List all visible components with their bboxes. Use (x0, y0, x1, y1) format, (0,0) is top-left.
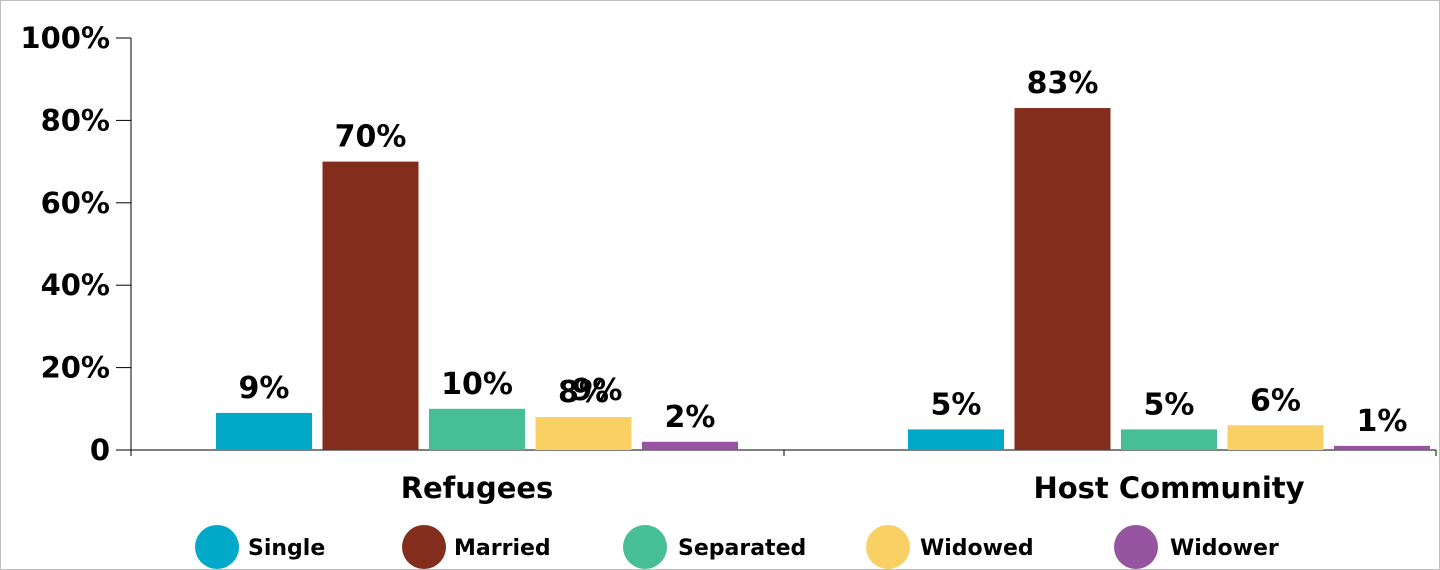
legend-swatch (866, 525, 910, 569)
data-label: 9% (572, 373, 623, 408)
legend-label: Widowed (920, 536, 1034, 561)
category-label: Refugees (401, 471, 554, 505)
bar-widowed-host-community (1227, 425, 1324, 450)
y-tick-label: 40% (41, 268, 110, 302)
bar-widowed-refugees (535, 417, 632, 450)
category-label: Host Community (1033, 471, 1304, 505)
bar-widower-refugees (642, 441, 738, 450)
legend-item-separated: Separated (623, 525, 806, 569)
data-label: 1% (1357, 404, 1408, 439)
bars (216, 108, 1430, 450)
data-label: 9% (239, 371, 290, 406)
legend-swatch (623, 525, 667, 569)
bar-separated-host-community (1121, 429, 1217, 450)
x-axis (130, 449, 1437, 456)
legend-label: Widower (1170, 536, 1279, 561)
bar-widower-host-community (1334, 445, 1430, 450)
data-labels: 9% 70% 10% 8% 2% 5% 83% 5% 6% 1% 9% (239, 66, 1408, 439)
bar-separated-refugees (429, 408, 525, 450)
bar-single-host-community (908, 429, 1004, 450)
data-label: 8% (558, 375, 609, 410)
bar-married-host-community (1014, 108, 1111, 450)
y-tick-label: 20% (41, 351, 110, 385)
legend-swatch (1114, 525, 1158, 569)
y-tick-label: 60% (41, 186, 110, 220)
legend-label: Single (248, 536, 325, 561)
bar-single-refugees (216, 412, 312, 450)
y-tick-label: 100% (20, 21, 110, 55)
legend-item-married: Married (402, 525, 551, 569)
legend-item-widower: Widower (1114, 525, 1279, 569)
legend: Single Married Separated Widowed Widower (195, 525, 1279, 569)
data-label: 6% (1250, 383, 1301, 418)
data-label: 5% (1144, 387, 1195, 422)
bar-married-refugees (322, 161, 419, 450)
legend-item-single: Single (195, 525, 325, 569)
legend-swatch (402, 525, 446, 569)
y-tick-label: 0 (90, 433, 110, 467)
data-label: 5% (931, 387, 982, 422)
data-label: 70% (335, 120, 407, 155)
legend-item-widowed: Widowed (866, 525, 1034, 569)
legend-label: Married (454, 536, 551, 561)
y-axis: 0 20% 40% 60% 80% 100% (20, 21, 132, 467)
category-labels: Refugees Host Community (401, 471, 1305, 505)
data-label: 2% (665, 400, 716, 435)
legend-swatch (195, 525, 239, 569)
legend-label: Separated (678, 536, 806, 561)
data-label: 83% (1027, 66, 1099, 101)
data-label: 10% (441, 367, 513, 402)
y-tick-label: 80% (41, 103, 110, 137)
